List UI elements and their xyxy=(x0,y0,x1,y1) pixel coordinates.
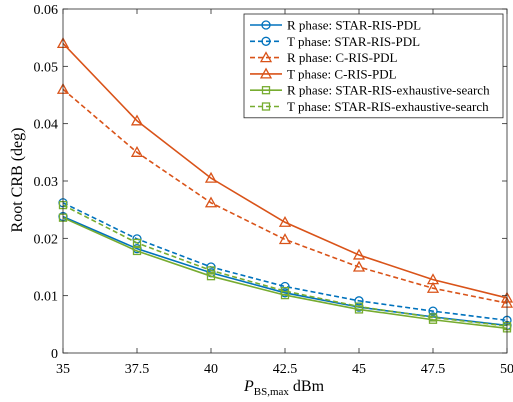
data-point xyxy=(206,272,216,281)
data-point xyxy=(428,306,438,316)
series-line xyxy=(62,204,508,327)
legend-marker xyxy=(261,20,271,30)
legend-label: R phase: STAR-RIS-exhaustive-search xyxy=(287,83,490,98)
data-point xyxy=(206,266,216,275)
legend-marker xyxy=(259,51,273,63)
series-line xyxy=(62,88,508,304)
data-point xyxy=(352,248,366,260)
x-tick-label: 45 xyxy=(352,362,366,377)
y-tick-label: 0.02 xyxy=(34,232,59,247)
data-point xyxy=(426,273,440,285)
y-tick-label: 0.05 xyxy=(34,60,59,75)
data-point xyxy=(280,281,290,292)
x-axis-title-main: P xyxy=(243,378,254,395)
y-tick-label: 0.04 xyxy=(34,118,59,133)
data-point xyxy=(130,114,144,126)
data-point xyxy=(426,281,440,293)
data-point xyxy=(352,260,366,272)
y-tick-label: 0.03 xyxy=(34,175,59,190)
x-axis-title: PBS,max dBm xyxy=(243,378,325,398)
y-tick-label: 0 xyxy=(51,347,58,362)
legend-label: R phase: STAR-RIS-PDL xyxy=(287,18,421,33)
legend-label: T phase: C-RIS-PDL xyxy=(287,66,397,81)
data-point xyxy=(132,246,142,256)
data-point xyxy=(130,145,144,157)
tick-labels: 35 37.5 40 42.5 45 47.5 50 0 0.01 0.02 0.03 0.04 0.0… xyxy=(34,3,513,377)
data-point xyxy=(132,238,142,248)
x-tick-label: 37.5 xyxy=(125,362,150,377)
legend-label: T phase: STAR-RIS-exhaustive-search xyxy=(287,99,489,114)
data-point xyxy=(354,302,364,311)
x-axis-title-subscript: BS,max xyxy=(254,386,290,398)
axes-box xyxy=(62,8,508,354)
x-tick-label: 40 xyxy=(204,362,218,377)
legend-marker xyxy=(261,102,271,111)
data-point xyxy=(278,215,292,227)
data-point xyxy=(204,196,218,208)
y-axis-title: Root CRB (deg) xyxy=(9,128,26,233)
data-point xyxy=(428,313,438,322)
x-tick-label: 47.5 xyxy=(421,362,446,377)
axes xyxy=(62,8,508,354)
data-point xyxy=(280,286,290,296)
legend-label: T phase: STAR-RIS-PDL xyxy=(287,34,420,49)
x-axis-title-unit: dBm xyxy=(289,378,325,395)
legend-marker xyxy=(259,67,273,79)
y-tick-label: 0.06 xyxy=(34,3,59,18)
data-point xyxy=(204,171,218,183)
legend-label: R phase: C-RIS-PDL xyxy=(287,50,398,65)
x-tick-label: 35 xyxy=(56,362,70,377)
legend-marker xyxy=(261,36,271,46)
data-point xyxy=(278,233,292,245)
y-tick-label: 0.01 xyxy=(34,290,59,305)
legend-marker xyxy=(261,86,271,95)
legend-box xyxy=(243,13,504,119)
x-tick-label: 50 xyxy=(500,362,513,377)
data-point xyxy=(354,296,364,306)
series-line xyxy=(62,42,508,299)
x-tick-label: 42.5 xyxy=(273,362,298,377)
